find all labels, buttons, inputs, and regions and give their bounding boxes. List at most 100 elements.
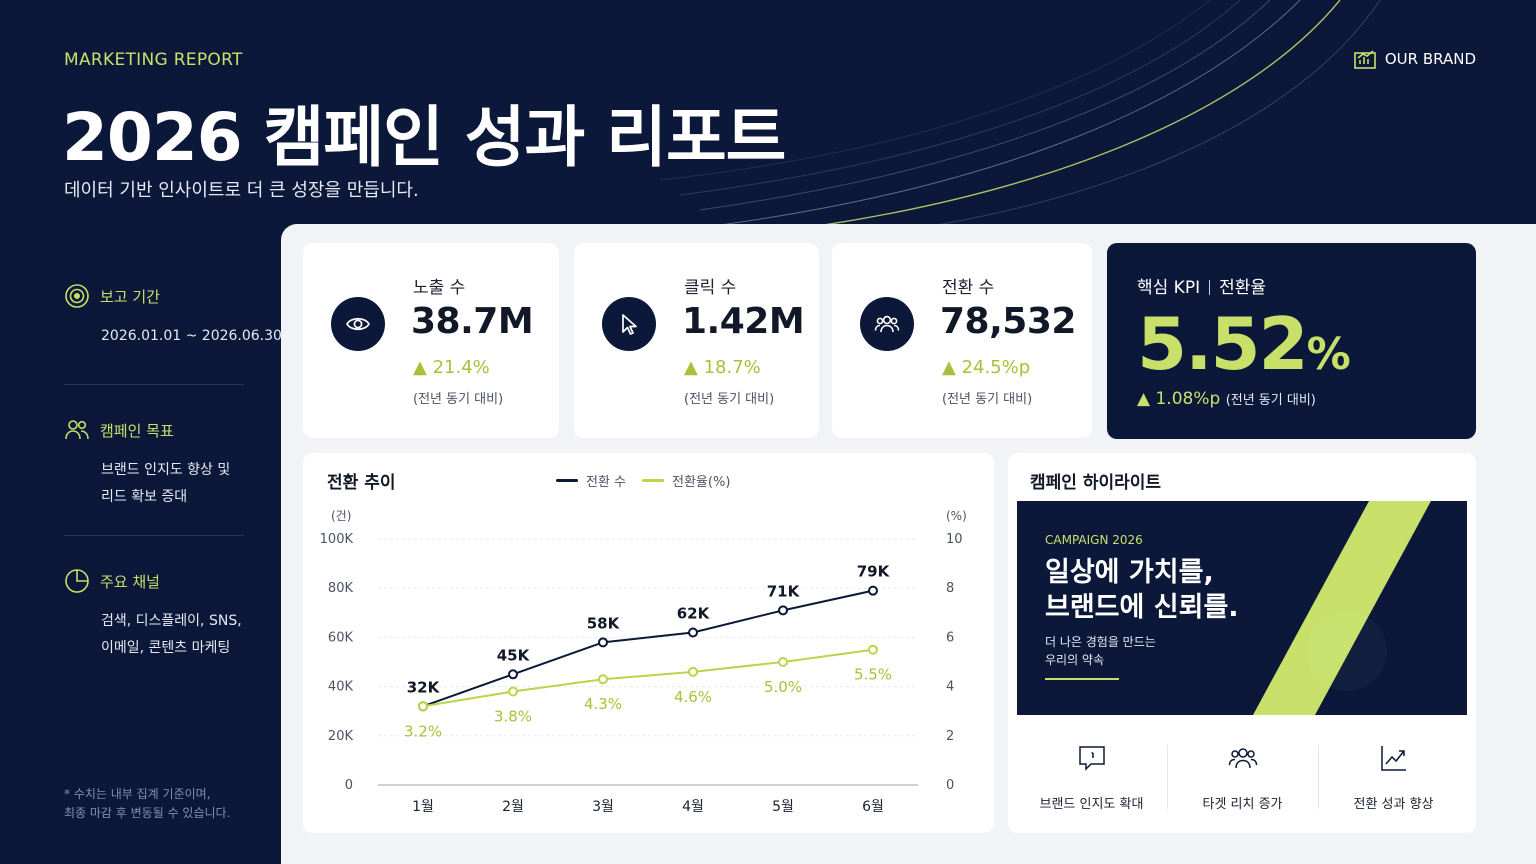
core-kpi-label-a: 핵심 KPI [1137,278,1201,298]
x-tick-label: 4월 [682,799,704,815]
kpi-change: ▲ 24.5%p [942,357,1031,378]
core-kpi-unit: % [1306,329,1351,380]
page-title: 2026 캠페인 성과 리포트 [62,99,786,176]
kpi-card-conversions: 전환 수 78,532 ▲ 24.5%p (전년 동기 대비) [832,243,1092,438]
data-label: 79K [857,563,891,581]
y-left-tick-label: 80K [328,581,354,596]
report-period-block: 보고 기간 2026.01.01 ~ 2026.06.30 [64,283,282,350]
highlights-title: 캠페인 하이라이트 [1030,473,1162,493]
data-point [598,674,608,685]
core-kpi-number: 5.52 [1137,302,1309,386]
kpi-label: 전환 수 [942,278,995,298]
kpi-note: (전년 동기 대비) [942,392,1033,407]
y-right-tick-label: 2 [946,729,954,744]
data-point [868,644,878,655]
highlight-conversion: 전환 성과 향상 [1318,743,1469,812]
data-label: 5.5% [854,666,892,684]
sidebar-divider [64,384,244,385]
banner-sub-line-2: 우리의 약속 [1045,653,1105,667]
data-point [778,605,788,616]
data-point [508,669,518,680]
core-kpi-change-row: ▲ 1.08%p (전년 동기 대비) [1137,389,1316,409]
pie-chart-icon [65,569,89,593]
y-left-tick-label: 40K [328,680,354,695]
users-icon [65,420,89,440]
x-tick-label: 2월 [502,799,524,815]
campaign-highlights-card: 캠페인 하이라이트 CAMPAIGN 2026 일상에 가치를, 브랜드에 신뢰… [1008,453,1476,833]
footnote-line-2: 최종 마감 후 변동될 수 있습니다. [64,806,231,820]
legend-swatch [642,479,665,482]
data-label: 62K [677,604,711,622]
kpi-label: 노출 수 [413,278,466,298]
highlight-label: 브랜드 인지도 확대 [1039,797,1144,812]
data-point [868,585,878,596]
data-label: 3.8% [494,708,532,726]
conversion-trend-chart: 0 0 20K 2 40K 4 60K 6 80K 8 100K 10 (건) (%) 1월 2월 3월 4월 5월… [320,509,967,815]
y-left-tick-label: 20K [328,729,354,744]
y-right-tick-label: 8 [946,581,954,596]
target-icon [65,284,89,308]
core-kpi-label: 핵심 KPI 전환율 [1137,273,1266,298]
highlight-target-reach: 타겟 리치 증가 [1167,743,1318,812]
data-point [508,686,518,697]
y-right-tick-label: 0 [946,778,954,793]
series-line-rate [422,648,874,708]
y-left-tick-label: 0 [345,778,353,793]
cursor-icon [622,314,637,335]
data-label: 71K [767,582,801,600]
series-line-conversions [422,589,874,708]
chart-title: 전환 추이 [327,473,396,493]
data-point [598,637,608,648]
brand-name: OUR BRAND [1384,50,1476,68]
channels-line-1: 검색, 디스플레이, SNS, [101,613,242,629]
kpi-label: 클릭 수 [684,278,737,298]
banner-headline-line-2: 브랜드에 신뢰를. [1045,592,1239,623]
page-subtitle: 데이터 기반 인사이트로 더 큰 성장을 만듭니다. [64,180,419,201]
data-label: 45K [497,646,531,664]
data-label: 4.3% [584,695,622,713]
campaign-goal-block: 캠페인 목표 브랜드 인지도 향상 및 리드 확보 증대 [64,417,244,511]
highlight-label: 전환 성과 향상 [1353,797,1434,812]
core-kpi-card: 핵심 KPI 전환율 5.52% ▲ 1.08%p (전년 동기 대비) [1107,243,1476,439]
y-right-tick-label: 10 [946,532,963,547]
banner-underline [1045,678,1119,680]
banner-headline: 일상에 가치를, 브랜드에 신뢰를. [1045,555,1239,625]
users-icon [1228,748,1257,769]
kpi-change: ▲ 21.4% [413,357,490,378]
period-label: 보고 기간 [100,287,160,306]
highlight-label: 타겟 리치 증가 [1202,797,1283,812]
data-point [688,666,698,677]
x-tick-label: 5월 [772,799,794,815]
x-tick-label: 3월 [592,799,614,815]
sidebar-divider [64,535,244,536]
conversion-trend-card: 0 0 20K 2 40K 4 60K 6 80K 8 100K 10 (건) (%) 1월 2월 3월 4월 5월… [303,453,994,833]
x-tick-label: 6월 [862,799,884,815]
data-label: 3.2% [404,722,442,740]
brand-logo: OUR BRAND [1353,48,1476,70]
goal-label: 캠페인 목표 [100,421,174,440]
legend-item-rate: 전환율(%) [642,471,730,490]
bar-chart-icon [1354,50,1376,69]
users-icon [874,315,900,333]
core-kpi-note: (전년 동기 대비) [1225,393,1316,408]
highlight-divider [1318,745,1319,809]
data-label: 4.6% [674,688,712,706]
legend-swatch [556,479,578,482]
y-left-tick-label: 60K [328,630,354,645]
y-left-tick-label: 100K [320,532,354,547]
highlight-brand-awareness: 브랜드 인지도 확대 [1016,743,1167,812]
banner-stripe-decoration [1253,501,1431,715]
kpi-card-impressions: 노출 수 38.7M ▲ 21.4% (전년 동기 대비) [303,243,559,438]
footnote-line-1: * 수치는 내부 집계 기준이며, [64,787,211,801]
kpi-value: 38.7M [411,301,534,342]
kpi-note: (전년 동기 대비) [413,392,504,407]
channels-block: 주요 채널 검색, 디스플레이, SNS, 이메일, 콘텐츠 마케팅 [64,568,244,662]
period-value: 2026.01.01 ~ 2026.06.30 [101,328,282,344]
chat-icon [1078,746,1105,771]
data-point [688,627,698,638]
highlight-divider [1167,745,1168,809]
data-point [778,657,788,667]
eye-icon [346,317,370,331]
core-kpi-label-b: 전환율 [1219,278,1267,298]
core-kpi-change: ▲ 1.08%p [1137,389,1221,409]
